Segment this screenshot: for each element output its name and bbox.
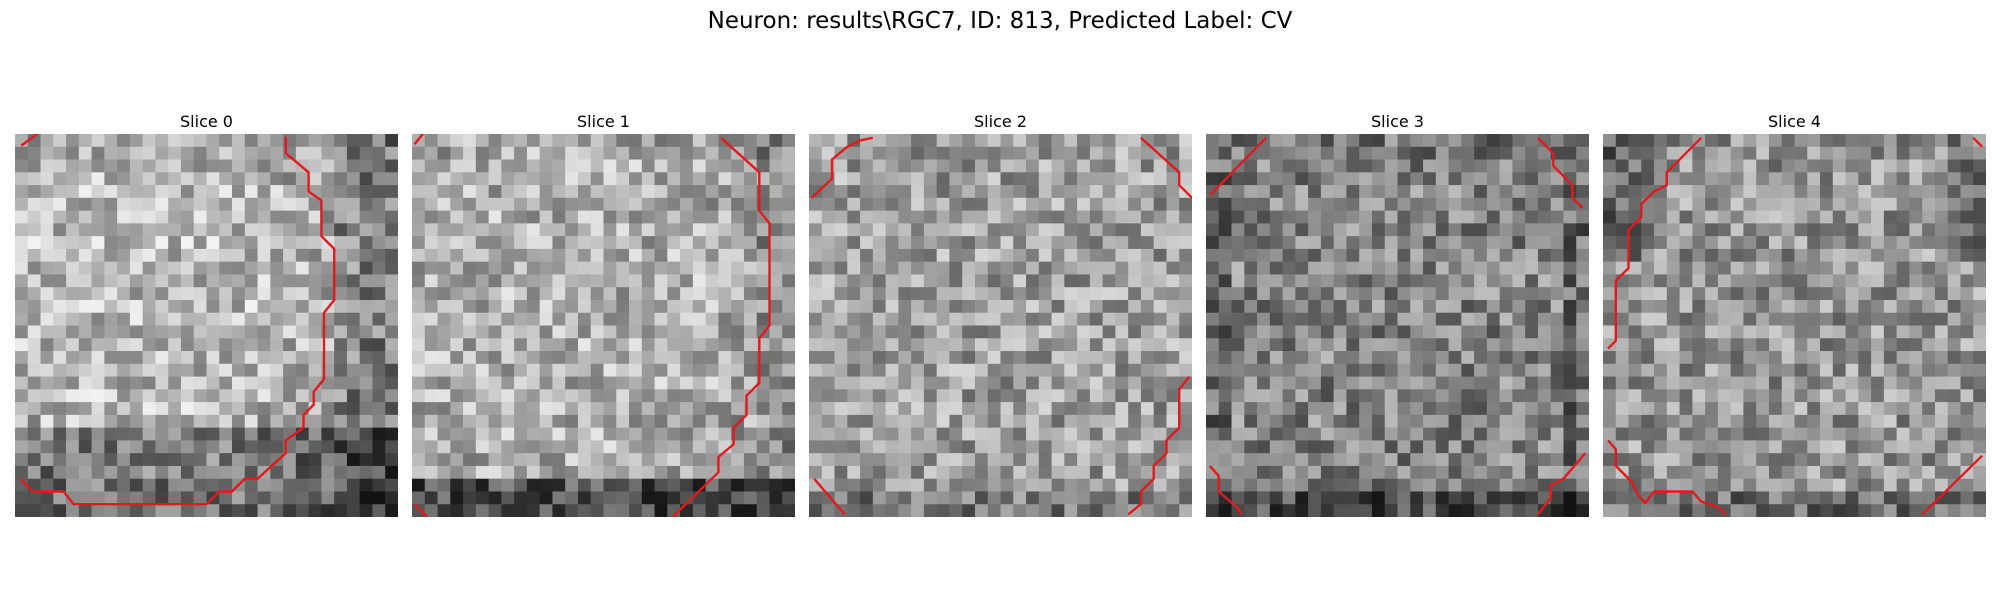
slice-image-2 [809,134,1192,517]
slice-pixels [1603,134,1986,517]
contour-line [813,477,846,516]
contour-line [19,136,336,506]
contour-line [20,134,39,147]
contour-line [1607,439,1727,516]
contour-line [810,136,874,199]
slice-title: Slice 2 [974,112,1027,131]
slice-pixels [412,134,795,517]
contour-line [413,503,429,517]
slice-pixels [1206,134,1589,517]
slice-panel-3: Slice 3 [1206,110,1589,517]
slice-title: Slice 0 [180,112,233,131]
slice-title: Slice 1 [577,112,630,131]
slice-panel-1: Slice 1 [412,110,795,517]
slice-panel-4: Slice 4 [1603,110,1986,517]
slice-pixels [809,134,1192,517]
contour-line [1972,136,1984,148]
contour-line [1208,136,1267,197]
slice-image-4 [1603,134,1986,517]
contour-line [1607,136,1703,350]
contour-line [413,134,425,145]
figure-title: Neuron: results\RGC7, ID: 813, Predicted… [707,8,1293,34]
slice-image-0 [15,134,398,517]
contour-line [1127,375,1191,516]
slice-image-1 [412,134,795,517]
contour-line [1536,452,1587,516]
slice-panel-0: Slice 0 [15,110,398,517]
slice-image-3 [1206,134,1589,517]
slice-title: Slice 4 [1768,112,1821,131]
slice-pixels [15,134,398,517]
slice-panel-2: Slice 2 [809,110,1192,517]
contour-line [1921,454,1984,516]
slice-title: Slice 3 [1371,112,1424,131]
contour-line [1208,465,1243,516]
contour-line [1537,136,1584,209]
contour-line [1140,136,1192,199]
contour-line [670,136,771,517]
